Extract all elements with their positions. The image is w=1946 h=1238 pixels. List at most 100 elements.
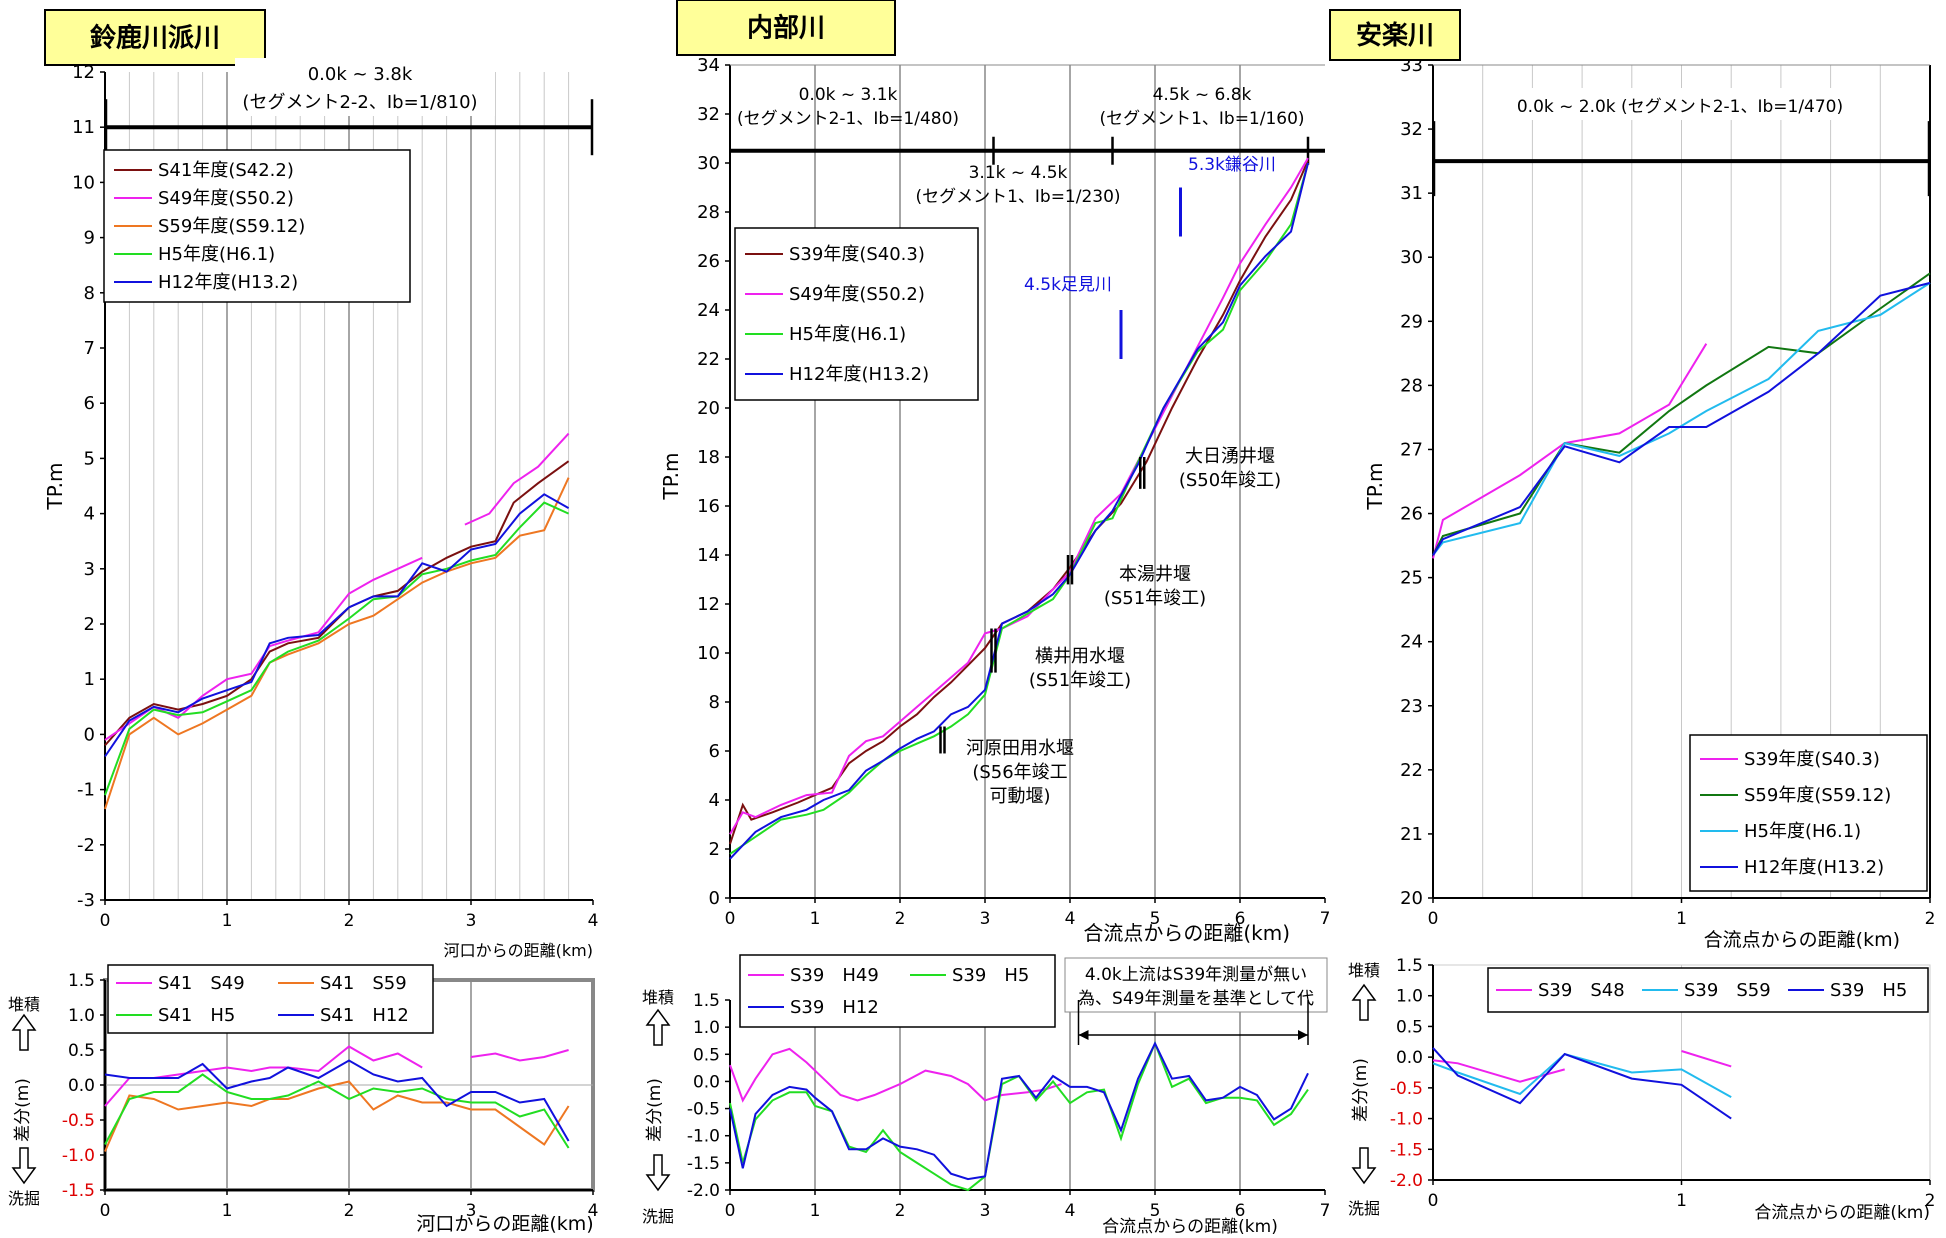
y-tick-label: 0.5 [693, 1045, 720, 1065]
x-tick-label: 3 [466, 1201, 477, 1221]
y-tick-label: 12 [72, 62, 95, 83]
y-tick-label: 1.5 [1396, 956, 1423, 976]
chart-title-anraku: 安楽川 [1356, 21, 1434, 51]
y-tick-label: 0 [709, 888, 720, 909]
series-line-p1_diff-0 [104, 1045, 423, 1107]
y-tick-label: 1.0 [1396, 987, 1423, 1007]
x-tick-label: 1 [810, 909, 821, 929]
legend-label: S59年度(S59.12) [1744, 785, 1891, 806]
x-tick-label: 0 [725, 909, 736, 929]
x-tick-label: 7 [1320, 1201, 1331, 1221]
y-tick-label: 10 [72, 172, 95, 193]
legend-label: S39 S48 [1538, 980, 1625, 1001]
x-tick-label: 2 [1925, 1191, 1936, 1211]
y-tick-label: 20 [1400, 888, 1423, 909]
y-tick-label: 0.0 [1396, 1048, 1423, 1068]
y-tick-label: 5 [84, 448, 95, 469]
panel-uchibe-diff: -2.0 -1.5 -1.0 -0.5 0.0 0.5 1.0 1.5 0 1 2 3 4 5 6 7 S39 … [642, 954, 1331, 1237]
series-line-p1_main-3 [104, 501, 570, 796]
legend-label: S39 H12 [790, 997, 879, 1018]
y-tick-label: 32 [1400, 119, 1423, 140]
y-tick-label: 18 [697, 447, 720, 468]
y-tick-label: 26 [697, 251, 720, 272]
arrow-up-label: 堆積 [1348, 961, 1380, 980]
legend-label: H12年度(H13.2) [158, 272, 298, 293]
legend-label: S41 S49 [158, 973, 245, 994]
legend-label: S41年度(S42.2) [158, 160, 294, 181]
y-tick-label: -0.5 [687, 1100, 720, 1120]
x-tick-label: 2 [895, 1201, 906, 1221]
arrow-down-label: 洗掘 [1348, 1199, 1380, 1218]
x-tick-label: 1 [810, 1201, 821, 1221]
x-tick-label: 0 [1428, 1191, 1439, 1211]
y-tick-label: 4 [709, 790, 720, 811]
series-line-p1_diff-3 [104, 1059, 570, 1142]
y-tick-label: 20 [697, 398, 720, 419]
x-tick-label: 2 [1925, 909, 1936, 929]
x-axis-title: 河口からの距離(km) [444, 941, 593, 960]
y-tick-label: 7 [84, 338, 95, 359]
series-line-p1_main-2 [104, 477, 570, 810]
y-tick-label: 32 [697, 104, 720, 125]
arrow-down-label: 洗掘 [8, 1189, 40, 1208]
weir-label: 河原田用水堰 [966, 738, 1074, 759]
x-tick-label: 5 [1150, 1201, 1161, 1221]
y-tick-label: 16 [697, 496, 720, 517]
legend-label: S59年度(S59.12) [158, 216, 305, 237]
y-tick-label: 9 [84, 228, 95, 249]
series-line-p1_main-1 [104, 556, 423, 741]
y-axis-title: TP.m [43, 462, 67, 510]
segment-info-label: (セグメント1、Ib=1/160) [1099, 109, 1304, 129]
note-arrow-left-icon [1078, 1030, 1089, 1040]
down-arrow-icon [1351, 1147, 1377, 1185]
series-line-p2_diff-0 [729, 1047, 1062, 1103]
y-tick-label: 22 [697, 349, 720, 370]
legend-label: S49年度(S50.2) [789, 284, 925, 305]
legend-uchibe-diff [739, 954, 1056, 1028]
series-line-p2_main-3 [729, 162, 1309, 860]
legend-anraku [1689, 734, 1928, 892]
y-tick-label: 30 [697, 153, 720, 174]
y-tick-label: 0.0 [68, 1076, 95, 1096]
legend-label: H12年度(H13.2) [1744, 857, 1884, 878]
note-text: 4.0k上流はS39年測量が無い [1085, 965, 1307, 985]
y-tick-label: -2.0 [687, 1181, 720, 1201]
weir-label: 可動堰) [989, 786, 1050, 807]
y-tick-label: 28 [1400, 375, 1423, 396]
y-tick-label: -1.0 [1390, 1110, 1423, 1130]
x-axis-title: 合流点からの距離(km) [1102, 1217, 1278, 1237]
y-tick-label: 0.5 [68, 1041, 95, 1061]
segment-range-label: 4.5k ~ 6.8k [1153, 85, 1252, 105]
legend-anraku-diff [1487, 967, 1929, 1013]
weir-label: (S51年竣工) [1029, 670, 1131, 691]
x-tick-label: 0 [100, 911, 111, 931]
y-tick-label: -1.5 [687, 1154, 720, 1174]
y-tick-label: 2 [84, 614, 95, 635]
panel-suzuka-diff: -1.5 -1.0 -0.5 0.0 0.5 1.0 1.5 0 1 2 3 4 S41 S49 S41 … [8, 964, 598, 1235]
note-box [1064, 957, 1328, 1013]
chart-title-anraku-box [1329, 9, 1461, 61]
arrow-down-label: 洗掘 [642, 1207, 674, 1226]
y-tick-label: 1 [84, 669, 95, 690]
weir-label: (S51年竣工) [1104, 588, 1206, 609]
y-tick-label: 8 [709, 692, 720, 713]
y-tick-label: -2.0 [1390, 1171, 1423, 1191]
y-tick-label: 0 [84, 724, 95, 745]
series-line-p3_main-2 [1432, 282, 1931, 556]
y-tick-label: -2 [77, 835, 95, 856]
weir-label: (S50年竣工) [1179, 470, 1281, 491]
y-tick-label: 1.5 [693, 991, 720, 1011]
tributary-label: 5.3k鎌谷川 [1188, 155, 1276, 175]
x-tick-label: 1 [222, 1201, 233, 1221]
y-tick-label: 14 [697, 545, 720, 566]
legend-label: S39年度(S40.3) [789, 244, 925, 265]
y-tick-label: -1.0 [687, 1127, 720, 1147]
y-axis-title: TP.m [1363, 462, 1387, 510]
legend-label: S41 H5 [158, 1005, 235, 1026]
series-line-p3_main-1 [1432, 272, 1931, 556]
x-tick-label: 2 [895, 909, 906, 929]
